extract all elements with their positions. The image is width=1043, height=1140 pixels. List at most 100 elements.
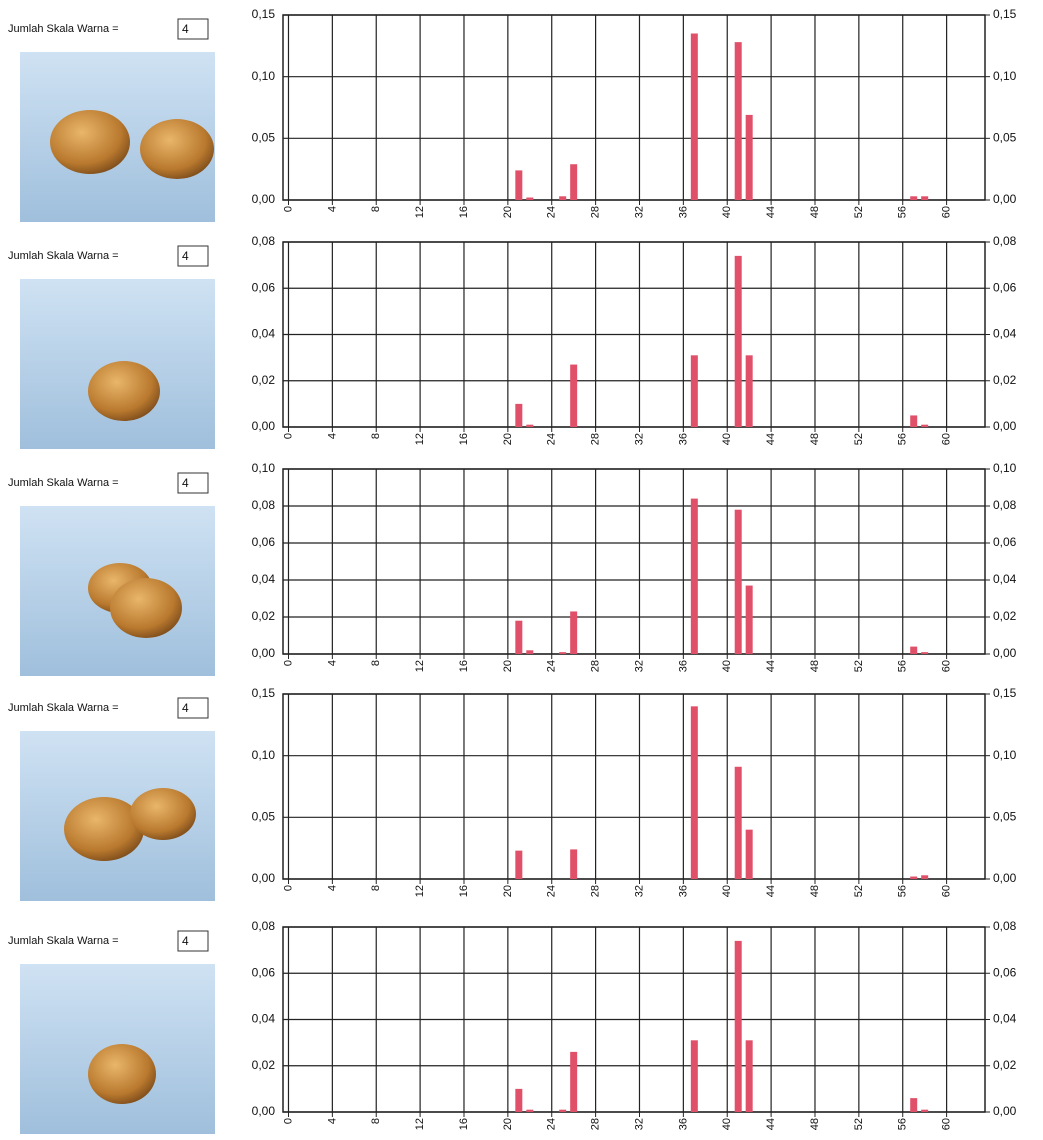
x-tick-label: 16 bbox=[458, 660, 470, 672]
bar bbox=[735, 42, 742, 200]
x-tick-label: 12 bbox=[414, 1118, 426, 1130]
y2-tick-label: 0,08 bbox=[993, 919, 1017, 933]
y2-tick-label: 0,08 bbox=[993, 234, 1017, 248]
bar bbox=[921, 875, 928, 879]
x-tick-label: 48 bbox=[809, 660, 821, 672]
bar bbox=[559, 196, 566, 200]
bar bbox=[910, 647, 917, 654]
page: Jumlah Skala Warna = 4 0,00 0,00 0,05 0,05 0,1… bbox=[0, 0, 1043, 1135]
x-tick-label: 44 bbox=[765, 1118, 777, 1130]
x-tick-label: 28 bbox=[590, 433, 602, 445]
bar bbox=[746, 115, 753, 200]
x-tick-label: 36 bbox=[677, 1118, 689, 1130]
y-tick-label: 0,04 bbox=[252, 327, 276, 341]
x-tick-label: 0 bbox=[282, 660, 294, 666]
y2-tick-label: 0,00 bbox=[993, 1104, 1017, 1118]
bar bbox=[910, 1098, 917, 1112]
y-tick-label: 0,05 bbox=[252, 131, 276, 145]
y-tick-label: 0,00 bbox=[252, 192, 276, 206]
x-tick-label: 52 bbox=[853, 206, 865, 218]
photo bbox=[20, 731, 215, 901]
y-tick-label: 0,00 bbox=[252, 646, 276, 660]
y-tick-label: 0,08 bbox=[252, 234, 276, 248]
x-tick-label: 12 bbox=[414, 885, 426, 897]
y2-tick-label: 0,10 bbox=[993, 461, 1017, 475]
x-tick-label: 52 bbox=[853, 660, 865, 672]
x-tick-label: 8 bbox=[370, 660, 382, 666]
y2-tick-label: 0,00 bbox=[993, 646, 1017, 660]
x-tick-label: 8 bbox=[370, 206, 382, 212]
bar bbox=[570, 611, 577, 654]
x-tick-label: 8 bbox=[370, 1118, 382, 1124]
x-tick-label: 20 bbox=[502, 433, 514, 445]
y-tick-label: 0,10 bbox=[252, 69, 276, 83]
bar bbox=[691, 706, 698, 879]
x-tick-label: 56 bbox=[897, 433, 909, 445]
x-tick-label: 16 bbox=[458, 433, 470, 445]
x-tick-label: 24 bbox=[546, 885, 558, 897]
bar bbox=[559, 1110, 566, 1112]
x-tick-label: 28 bbox=[590, 660, 602, 672]
bar bbox=[691, 499, 698, 654]
x-tick-label: 16 bbox=[458, 1118, 470, 1130]
x-tick-label: 44 bbox=[765, 660, 777, 672]
y2-tick-label: 0,02 bbox=[993, 1058, 1017, 1072]
x-tick-label: 4 bbox=[326, 1118, 338, 1124]
x-tick-label: 0 bbox=[282, 1118, 294, 1124]
x-tick-label: 4 bbox=[326, 660, 338, 666]
bar bbox=[921, 1110, 928, 1112]
y-tick-label: 0,08 bbox=[252, 498, 276, 512]
y2-tick-label: 0,15 bbox=[993, 7, 1017, 21]
x-tick-label: 16 bbox=[458, 885, 470, 897]
x-tick-label: 40 bbox=[721, 433, 733, 445]
x-tick-label: 44 bbox=[765, 433, 777, 445]
y-tick-label: 0,15 bbox=[252, 686, 276, 700]
y2-tick-label: 0,08 bbox=[993, 498, 1017, 512]
x-tick-label: 28 bbox=[590, 206, 602, 218]
y-tick-label: 0,00 bbox=[252, 419, 276, 433]
y2-tick-label: 0,00 bbox=[993, 871, 1017, 885]
x-tick-label: 40 bbox=[721, 1118, 733, 1130]
input-value: 4 bbox=[182, 934, 189, 948]
bar bbox=[746, 355, 753, 427]
potato bbox=[50, 110, 130, 174]
y2-tick-label: 0,05 bbox=[993, 131, 1017, 145]
bar bbox=[746, 1040, 753, 1112]
y-tick-label: 0,02 bbox=[252, 1058, 276, 1072]
plot-area bbox=[283, 469, 985, 654]
x-tick-label: 40 bbox=[721, 660, 733, 672]
x-tick-label: 56 bbox=[897, 206, 909, 218]
y-tick-label: 0,05 bbox=[252, 810, 276, 824]
y2-tick-label: 0,06 bbox=[993, 965, 1017, 979]
bar bbox=[570, 164, 577, 200]
y2-tick-label: 0,04 bbox=[993, 1012, 1017, 1026]
x-tick-label: 28 bbox=[590, 885, 602, 897]
bar bbox=[921, 196, 928, 200]
x-tick-label: 24 bbox=[546, 1118, 558, 1130]
bar bbox=[735, 767, 742, 879]
y-tick-label: 0,10 bbox=[252, 748, 276, 762]
x-tick-label: 32 bbox=[633, 885, 645, 897]
potato bbox=[140, 119, 214, 179]
x-tick-label: 32 bbox=[633, 1118, 645, 1130]
bar bbox=[515, 1089, 522, 1112]
y2-tick-label: 0,04 bbox=[993, 327, 1017, 341]
bar bbox=[746, 830, 753, 879]
x-tick-label: 52 bbox=[853, 1118, 865, 1130]
bar bbox=[570, 1052, 577, 1112]
y-tick-label: 0,06 bbox=[252, 965, 276, 979]
x-tick-label: 56 bbox=[897, 660, 909, 672]
x-tick-label: 0 bbox=[282, 885, 294, 891]
x-tick-label: 0 bbox=[282, 433, 294, 439]
bar bbox=[921, 425, 928, 427]
x-tick-label: 20 bbox=[502, 206, 514, 218]
panel-label: Jumlah Skala Warna = bbox=[8, 477, 119, 489]
x-tick-label: 0 bbox=[282, 206, 294, 212]
y2-tick-label: 0,05 bbox=[993, 810, 1017, 824]
y2-tick-label: 0,10 bbox=[993, 748, 1017, 762]
y-tick-label: 0,06 bbox=[252, 535, 276, 549]
bar bbox=[515, 621, 522, 654]
photo bbox=[20, 52, 215, 222]
y2-tick-label: 0,04 bbox=[993, 572, 1017, 586]
x-tick-label: 40 bbox=[721, 206, 733, 218]
